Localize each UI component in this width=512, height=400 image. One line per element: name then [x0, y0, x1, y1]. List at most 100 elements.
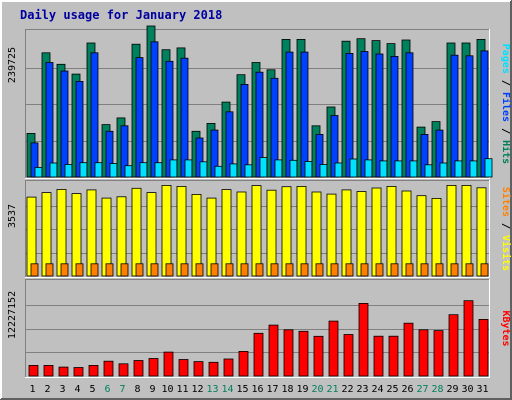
- x-tick-label: 3: [59, 384, 65, 395]
- bar-sites-day-11: [180, 263, 189, 277]
- bar-sites-day-20: [315, 263, 324, 277]
- bar-pages-day-12: [199, 161, 208, 178]
- bar-sites-day-22: [345, 263, 354, 277]
- bar-files-day-10: [165, 60, 174, 178]
- bar-visits-day-30: [461, 184, 472, 277]
- bar-sites-day-13: [210, 263, 219, 277]
- bar-files-day-15: [240, 84, 249, 178]
- x-tick-label: 24: [371, 384, 383, 395]
- bar-kbytes-day-11: [178, 359, 189, 377]
- bar-sites-day-26: [405, 263, 414, 277]
- bar-files-day-21: [330, 115, 339, 178]
- bar-files-day-26: [405, 52, 414, 178]
- bar-pages-day-3: [64, 164, 73, 178]
- x-tick-label: 6: [104, 384, 110, 395]
- bar-sites-day-2: [45, 263, 54, 277]
- x-tick-label: 31: [476, 384, 488, 395]
- bar-pages-day-23: [364, 159, 373, 178]
- bar-files-day-19: [300, 51, 309, 178]
- legend-part: Files: [500, 92, 512, 122]
- bar-pages-day-21: [334, 162, 343, 178]
- x-tick-label: 10: [161, 384, 173, 395]
- bar-pages-day-24: [379, 160, 388, 178]
- bar-visits-day-3: [56, 188, 67, 277]
- bar-pages-day-18: [289, 159, 298, 178]
- bar-sites-day-27: [420, 263, 429, 277]
- bar-kbytes-day-2: [43, 364, 54, 377]
- x-tick-label: 14: [221, 384, 233, 395]
- bar-pages-day-31: [484, 158, 493, 178]
- bar-pages-day-9: [154, 162, 163, 178]
- legend-kbytes: KBytes: [500, 310, 511, 346]
- bar-pages-day-13: [214, 165, 223, 178]
- bar-kbytes-day-16: [253, 332, 264, 377]
- panel-hits-files-pages: 239725: [7, 25, 493, 179]
- bar-pages-day-26: [409, 160, 418, 178]
- y-max-label-visits-sites: 3537: [7, 204, 18, 228]
- bar-sites-day-24: [375, 263, 384, 277]
- bar-kbytes-day-3: [58, 366, 69, 377]
- bar-files-day-12: [195, 137, 204, 178]
- bar-pages-day-5: [94, 162, 103, 178]
- x-tick-label: 2: [44, 384, 50, 395]
- bar-sites-day-30: [465, 263, 474, 277]
- bar-visits-day-16: [251, 185, 262, 277]
- bar-files-day-24: [375, 53, 384, 178]
- bar-kbytes-day-20: [313, 335, 324, 377]
- bar-visits-day-26: [401, 190, 412, 277]
- x-tick-label: 7: [119, 384, 125, 395]
- bar-kbytes-day-22: [343, 334, 354, 377]
- bar-kbytes-day-12: [193, 361, 204, 377]
- x-tick-label: 5: [89, 384, 95, 395]
- bar-files-day-13: [210, 129, 219, 178]
- legend-part: Pages: [500, 44, 511, 74]
- bar-pages-day-11: [184, 159, 193, 178]
- bar-pages-day-22: [349, 158, 358, 178]
- bar-sites-day-5: [90, 263, 99, 277]
- bar-files-day-14: [225, 111, 234, 178]
- panel-kbytes: 12227152: [7, 279, 490, 378]
- bar-files-day-4: [75, 81, 84, 178]
- bar-sites-day-12: [195, 263, 204, 277]
- bar-sites-day-14: [225, 263, 234, 277]
- x-tick-label: 11: [176, 384, 188, 395]
- bar-files-day-20: [315, 133, 324, 178]
- bar-sites-day-8: [135, 263, 144, 277]
- panel-visits-sites: 3537: [7, 180, 490, 278]
- bar-sites-day-4: [75, 263, 84, 277]
- bar-kbytes-day-23: [358, 302, 369, 377]
- bar-files-day-8: [135, 57, 144, 178]
- bar-files-day-16: [255, 71, 264, 178]
- x-tick-label: 23: [356, 384, 368, 395]
- bar-pages-day-10: [169, 159, 178, 178]
- bar-files-day-17: [270, 77, 279, 178]
- chart-title: Daily usage for January 2018: [20, 8, 222, 22]
- bar-visits-day-24: [371, 187, 382, 277]
- bar-kbytes-day-25: [388, 335, 399, 377]
- bar-sites-day-28: [435, 263, 444, 277]
- bar-pages-day-2: [49, 162, 58, 178]
- x-tick-label: 22: [341, 384, 353, 395]
- x-tick-label: 4: [74, 384, 80, 395]
- bar-sites-day-25: [390, 263, 399, 277]
- bar-sites-day-23: [360, 263, 369, 277]
- bar-pages-day-15: [244, 164, 253, 178]
- bar-visits-day-11: [176, 185, 187, 277]
- x-tick-label: 27: [416, 384, 428, 395]
- x-tick-label: 28: [431, 384, 443, 395]
- x-tick-label: 26: [401, 384, 413, 395]
- bar-visits-day-22: [341, 189, 352, 277]
- bar-files-day-27: [420, 133, 429, 178]
- bar-sites-day-9: [150, 263, 159, 277]
- bar-kbytes-day-4: [73, 367, 84, 377]
- bar-sites-day-21: [330, 263, 339, 277]
- legend-part: Hits: [500, 140, 512, 164]
- bar-pages-day-17: [274, 159, 283, 178]
- bar-kbytes-day-13: [208, 361, 219, 377]
- bar-files-day-29: [450, 54, 459, 178]
- bar-kbytes-day-9: [148, 358, 159, 377]
- x-tick-label: 21: [326, 384, 338, 395]
- bar-sites-day-1: [30, 263, 39, 277]
- bar-sites-day-18: [285, 263, 294, 277]
- bar-files-day-18: [285, 51, 294, 178]
